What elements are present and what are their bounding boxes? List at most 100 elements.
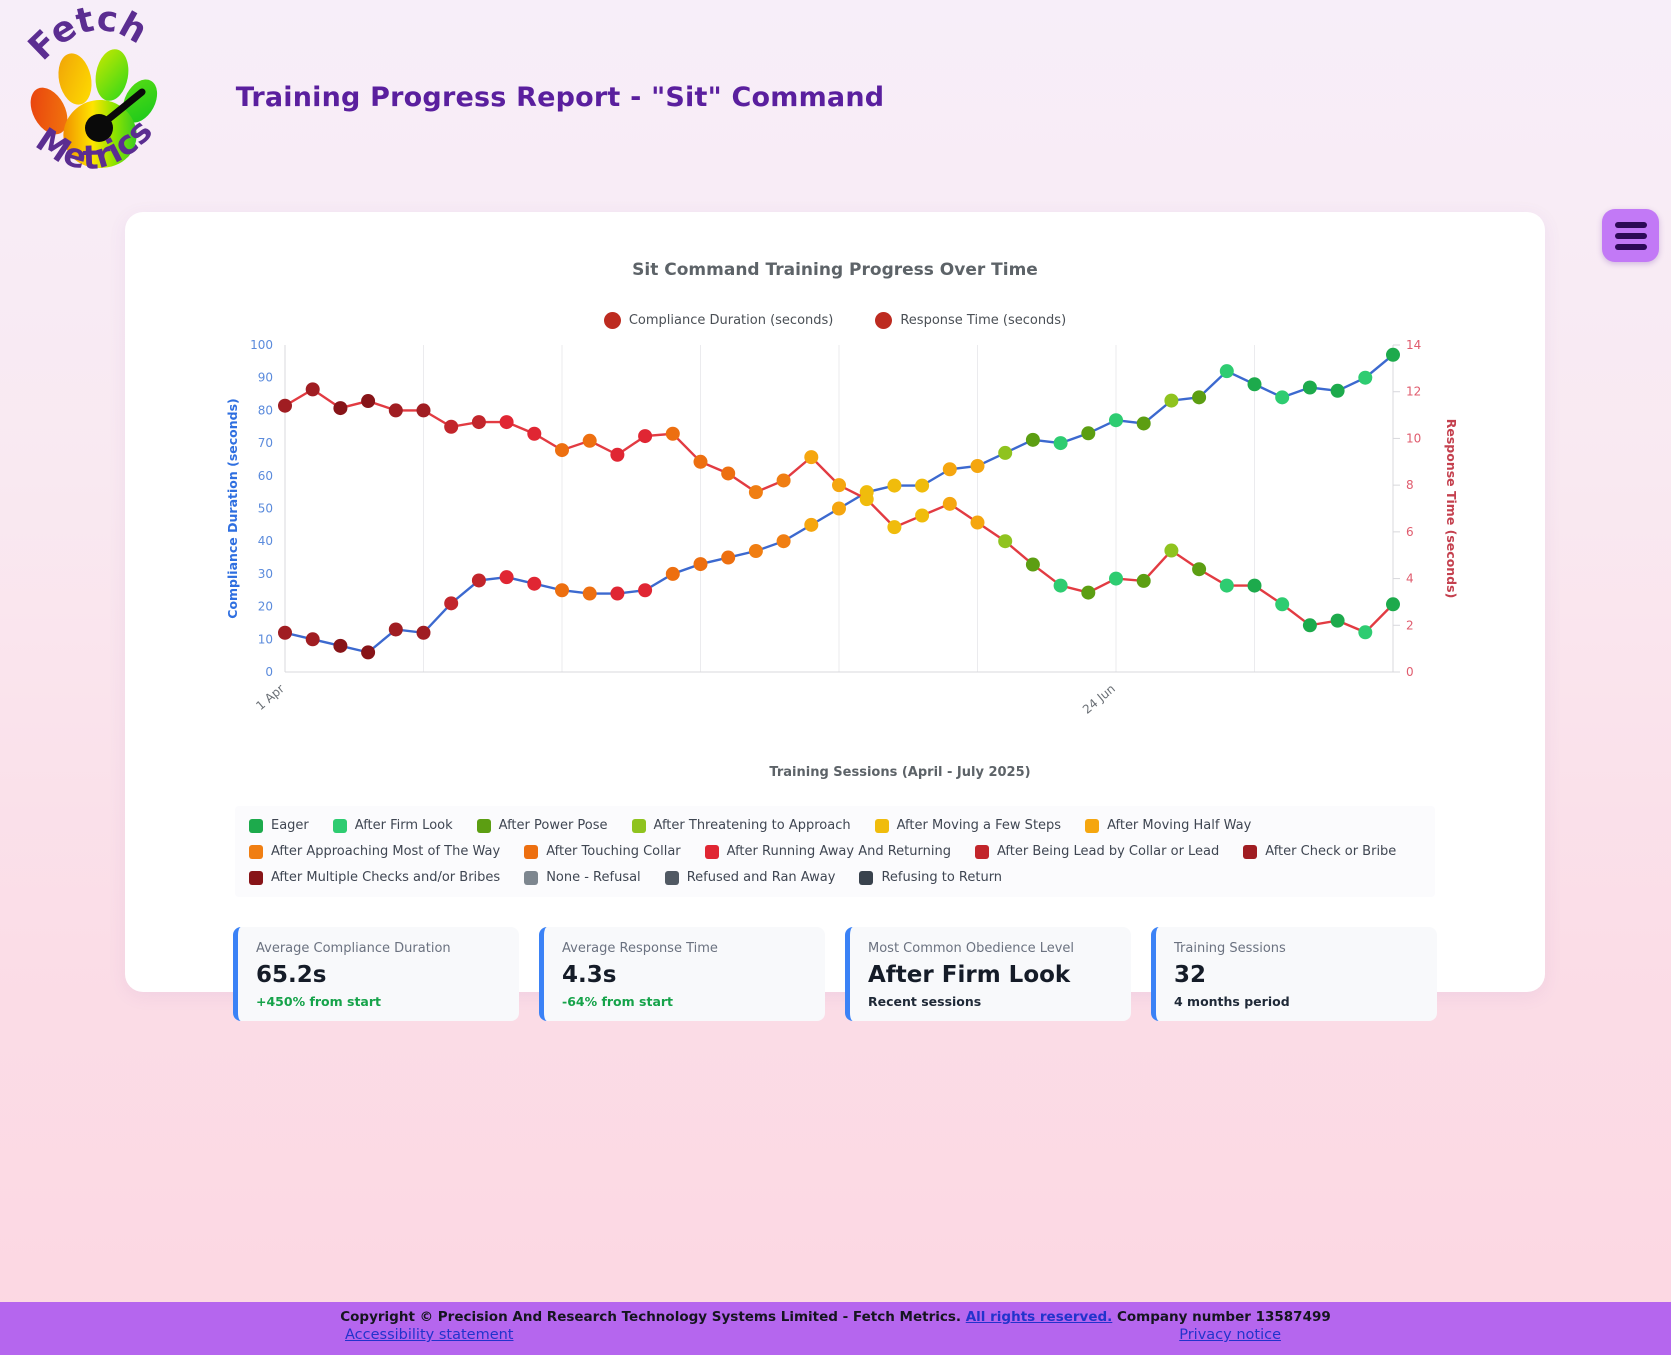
obedience-label: After Power Pose bbox=[498, 818, 608, 833]
data-point bbox=[1330, 613, 1345, 628]
right-axis-tick: 8 bbox=[1406, 478, 1414, 492]
stat-subtext: +450% from start bbox=[256, 994, 381, 1009]
obedience-label: None - Refusal bbox=[546, 870, 641, 885]
left-axis-tick: 80 bbox=[258, 403, 273, 417]
obedience-swatch-icon bbox=[332, 818, 347, 833]
legend-label: Response Time (seconds) bbox=[900, 313, 1067, 328]
obedience-label: Eager bbox=[271, 818, 309, 833]
privacy-notice-link[interactable]: Privacy notice bbox=[1179, 1327, 1281, 1343]
obedience-legend-item: After Moving Half Way bbox=[1085, 818, 1251, 833]
left-axis-tick: 20 bbox=[258, 600, 273, 614]
data-point bbox=[1053, 578, 1068, 593]
data-point bbox=[638, 429, 653, 444]
data-point bbox=[693, 557, 708, 572]
obedience-swatch-icon bbox=[874, 818, 889, 833]
chart-legend: Compliance Duration (seconds) Response Ti… bbox=[125, 312, 1545, 329]
copyright-prefix: Copyright © Precision And Research Techn… bbox=[340, 1309, 962, 1325]
stat-card: Average Compliance Duration 65.2s +450% fr… bbox=[233, 927, 519, 1021]
data-point bbox=[832, 478, 846, 493]
obedience-swatch-icon bbox=[1085, 818, 1100, 833]
all-rights-reserved-link[interactable]: All rights reserved. bbox=[965, 1309, 1113, 1325]
obedience-swatch-icon bbox=[249, 870, 263, 885]
data-point bbox=[1136, 416, 1151, 431]
obedience-swatch-icon bbox=[664, 870, 679, 885]
data-point bbox=[1275, 597, 1290, 612]
data-point bbox=[1330, 383, 1345, 398]
data-point bbox=[333, 638, 348, 653]
data-point bbox=[582, 433, 597, 448]
data-point bbox=[1386, 597, 1400, 612]
data-point bbox=[1025, 557, 1040, 572]
data-point bbox=[1192, 562, 1207, 577]
obedience-swatch-icon bbox=[249, 844, 263, 859]
data-point bbox=[942, 496, 957, 511]
obedience-legend-item: After Touching Collar bbox=[524, 844, 681, 859]
fetch-metrics-logo: Fetch Metrics bbox=[12, 0, 187, 189]
data-point bbox=[804, 450, 819, 465]
accessibility-statement-link[interactable]: Accessibility statement bbox=[345, 1327, 514, 1343]
obedience-legend-item: After Power Pose bbox=[476, 818, 608, 833]
data-point bbox=[1219, 578, 1234, 593]
legend-dot-icon bbox=[603, 312, 621, 329]
data-point bbox=[1358, 370, 1373, 385]
left-axis-tick: 40 bbox=[258, 534, 273, 548]
data-point bbox=[1081, 426, 1096, 441]
hamburger-bar-icon bbox=[1614, 243, 1647, 250]
legend-label: Compliance Duration (seconds) bbox=[628, 313, 834, 328]
legend-dot-icon bbox=[875, 312, 893, 329]
obedience-legend-item: After Check or Bribe bbox=[1243, 844, 1396, 859]
data-point bbox=[527, 426, 542, 441]
left-axis-tick: 70 bbox=[258, 436, 273, 450]
left-axis-tick: 90 bbox=[258, 371, 273, 385]
stat-label: Average Response Time bbox=[562, 941, 718, 956]
left-axis-tick: 10 bbox=[258, 632, 273, 646]
obedience-label: After Running Away And Returning bbox=[726, 844, 951, 859]
paw-clock-logo-icon: Fetch Metrics bbox=[21, 0, 160, 177]
stat-card: Training Sessions 32 4 months period bbox=[1151, 927, 1437, 1021]
obedience-swatch-icon bbox=[524, 870, 539, 885]
data-point bbox=[361, 394, 376, 409]
data-point bbox=[1081, 585, 1096, 600]
obedience-label: After Approaching Most of The Way bbox=[271, 844, 501, 859]
footer: Copyright © Precision And Research Techn… bbox=[0, 1302, 1671, 1355]
obedience-swatch-icon bbox=[974, 844, 989, 859]
obedience-legend-item: After Approaching Most of The Way bbox=[249, 844, 500, 859]
hamburger-menu-button[interactable] bbox=[1602, 209, 1659, 262]
data-point bbox=[859, 492, 874, 507]
stat-card: Average Response Time 4.3s -64% from start bbox=[539, 927, 825, 1021]
data-point bbox=[1302, 618, 1317, 633]
data-point bbox=[388, 622, 403, 637]
data-point bbox=[776, 473, 791, 488]
data-point bbox=[444, 596, 459, 611]
data-point bbox=[1275, 390, 1290, 405]
data-point bbox=[638, 583, 653, 598]
hamburger-bar-icon bbox=[1614, 232, 1647, 239]
report-card: Sit Command Training Progress Over Time … bbox=[125, 212, 1545, 1021]
data-point bbox=[998, 534, 1013, 549]
obedience-label: After Multiple Checks and/or Bribes bbox=[271, 870, 501, 885]
obedience-label: Refusing to Return bbox=[881, 870, 1003, 885]
x-axis-tick-label: 24 Jun bbox=[1080, 682, 1118, 717]
data-point bbox=[1302, 380, 1317, 395]
chart-legend-item[interactable]: Compliance Duration (seconds) bbox=[603, 312, 834, 329]
data-point bbox=[1136, 573, 1151, 588]
stat-subtext: -64% from start bbox=[562, 994, 674, 1009]
data-point bbox=[887, 520, 902, 535]
left-axis-tick: 100 bbox=[250, 338, 273, 352]
data-point bbox=[665, 426, 680, 441]
obedience-swatch-icon bbox=[631, 818, 646, 833]
data-point bbox=[278, 398, 292, 413]
data-point bbox=[278, 625, 292, 640]
data-point bbox=[499, 570, 514, 585]
obedience-legend-item: Eager bbox=[249, 818, 309, 833]
data-point bbox=[610, 447, 625, 462]
data-point bbox=[832, 501, 846, 516]
hamburger-bar-icon bbox=[1614, 221, 1647, 228]
data-point bbox=[555, 583, 569, 598]
data-point bbox=[1386, 347, 1400, 362]
obedience-legend-item: After Multiple Checks and/or Bribes bbox=[249, 870, 500, 885]
data-point bbox=[361, 645, 376, 660]
data-point bbox=[721, 466, 736, 481]
chart-legend-item[interactable]: Response Time (seconds) bbox=[875, 312, 1066, 329]
stat-subtext: Recent sessions bbox=[868, 994, 982, 1009]
